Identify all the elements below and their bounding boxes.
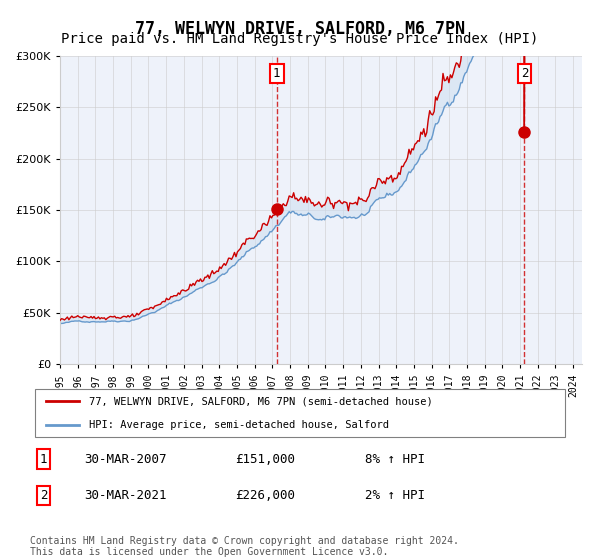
Text: Contains HM Land Registry data © Crown copyright and database right 2024.
This d: Contains HM Land Registry data © Crown c…: [30, 535, 459, 557]
Text: 2: 2: [521, 67, 528, 80]
Text: Price paid vs. HM Land Registry's House Price Index (HPI): Price paid vs. HM Land Registry's House …: [61, 32, 539, 46]
Text: 1: 1: [40, 452, 47, 465]
Text: 2% ↑ HPI: 2% ↑ HPI: [365, 489, 425, 502]
Text: 1: 1: [273, 67, 281, 80]
Text: 30-MAR-2021: 30-MAR-2021: [84, 489, 167, 502]
Text: 77, WELWYN DRIVE, SALFORD, M6 7PN: 77, WELWYN DRIVE, SALFORD, M6 7PN: [135, 20, 465, 38]
Text: £151,000: £151,000: [235, 452, 295, 465]
Text: HPI: Average price, semi-detached house, Salford: HPI: Average price, semi-detached house,…: [89, 419, 389, 430]
Text: 2: 2: [40, 489, 47, 502]
Text: 77, WELWYN DRIVE, SALFORD, M6 7PN (semi-detached house): 77, WELWYN DRIVE, SALFORD, M6 7PN (semi-…: [89, 396, 433, 407]
Text: 30-MAR-2007: 30-MAR-2007: [84, 452, 167, 465]
Text: 8% ↑ HPI: 8% ↑ HPI: [365, 452, 425, 465]
Text: £226,000: £226,000: [235, 489, 295, 502]
FancyBboxPatch shape: [35, 389, 565, 437]
